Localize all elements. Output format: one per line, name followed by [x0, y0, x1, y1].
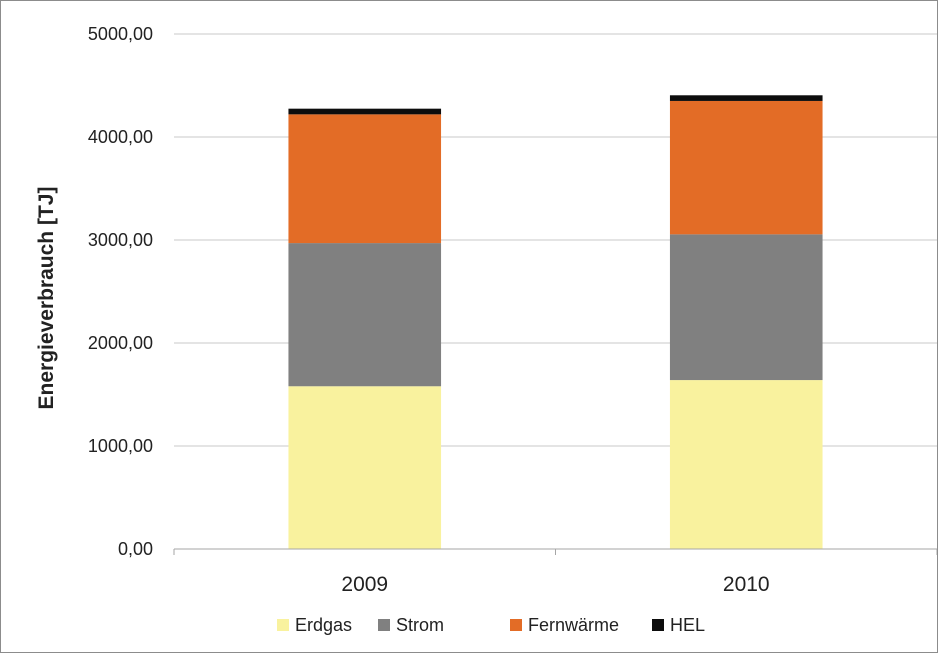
y-tick-label: 4000,00: [88, 127, 153, 147]
bar-segment-strom-2010: [669, 234, 823, 381]
bars: [288, 95, 823, 549]
legend-swatch-erdgas: [277, 619, 289, 631]
y-axis-label: Energieverbrauch [TJ]: [35, 187, 58, 410]
legend-swatch-hel: [652, 619, 664, 631]
legend-label-hel: HEL: [670, 615, 705, 635]
y-tick-label: 5000,00: [88, 24, 153, 44]
bar-segment-hel-2010: [669, 95, 823, 101]
bar-segment-erdgas-2010: [669, 380, 823, 549]
legend-swatch-fernwärme: [510, 619, 522, 631]
legend-label-fernwärme: Fernwärme: [528, 615, 619, 635]
y-tick-label: 3000,00: [88, 230, 153, 250]
legend-label-erdgas: Erdgas: [295, 615, 352, 635]
bar-segment-strom-2009: [288, 243, 442, 387]
x-tick-labels: 2009 2010: [341, 573, 769, 596]
legend-label-strom: Strom: [396, 615, 444, 635]
bar-segment-hel-2009: [288, 108, 442, 115]
x-tick-label: 2010: [723, 573, 770, 596]
bar-segment-erdgas-2009: [288, 386, 442, 549]
y-tick-labels: 0,00 1000,00 2000,00 3000,00 4000,00 5000,00: [88, 24, 153, 559]
legend-swatch-strom: [378, 619, 390, 631]
y-tick-label: 2000,00: [88, 333, 153, 353]
x-tick-label: 2009: [341, 573, 388, 596]
y-tick-label: 1000,00: [88, 436, 153, 456]
axes: [173, 548, 938, 555]
bar-segment-fernwärme-2009: [288, 114, 442, 244]
y-tick-label: 0,00: [118, 539, 153, 559]
legend: Erdgas Strom Fernwärme HEL: [277, 615, 705, 635]
bar-segment-fernwärme-2010: [669, 100, 823, 235]
